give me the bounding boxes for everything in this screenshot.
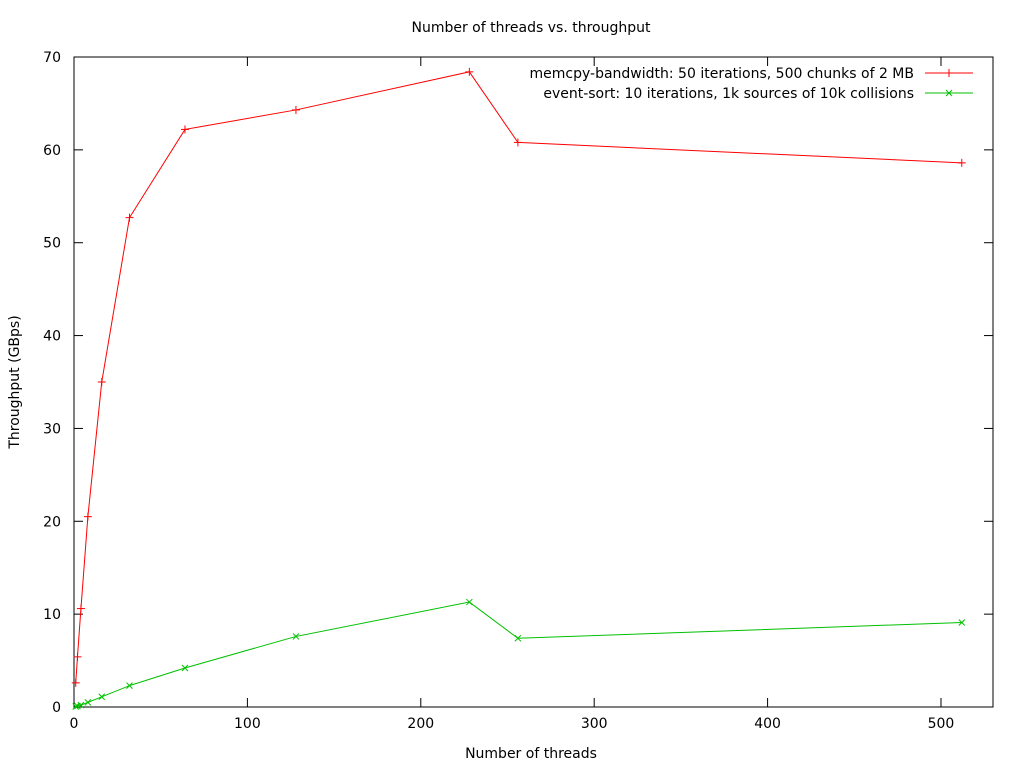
y-tick-label: 30 xyxy=(43,421,61,437)
data-point-series-2 xyxy=(84,699,92,706)
data-point-series-1 xyxy=(97,378,106,386)
legend-marker-1 xyxy=(945,69,953,77)
x-axis-label: Number of threads xyxy=(465,746,597,762)
y-tick-label: 40 xyxy=(43,329,61,345)
data-point-series-1 xyxy=(71,678,80,687)
legend-marker-2 xyxy=(945,89,953,97)
x-tick-label: 0 xyxy=(70,716,79,732)
data-point-series-2 xyxy=(181,664,189,672)
data-point-series-1 xyxy=(180,125,189,134)
y-tick-label: 20 xyxy=(43,514,61,530)
data-point-series-1 xyxy=(513,138,522,147)
plot-area: 0 100 200 300 400 500 0 10 20 30 40 50 60 70 xyxy=(43,50,994,732)
y-tick-label: 50 xyxy=(43,236,61,252)
data-point-series-1 xyxy=(73,652,82,661)
legend: memcpy-bandwidth: 50 iterations, 500 chu… xyxy=(530,66,973,102)
legend-label-1: memcpy-bandwidth: 50 iterations, 500 chu… xyxy=(530,66,914,82)
data-point-series-2 xyxy=(465,598,473,606)
y-axis-label: Throughput (GBps) xyxy=(7,315,23,449)
data-point-series-1 xyxy=(76,604,85,613)
series-line-1 xyxy=(75,71,962,683)
data-point-series-2 xyxy=(958,619,966,626)
data-point-series-1 xyxy=(465,67,474,76)
data-point-series-1 xyxy=(83,512,92,521)
x-tick-label: 300 xyxy=(581,716,608,732)
data-point-series-1 xyxy=(291,105,300,114)
series-line-2 xyxy=(75,601,962,708)
y-tick-label: 60 xyxy=(43,143,61,159)
y-tick-label: 10 xyxy=(43,607,61,623)
data-point-series-1 xyxy=(125,213,134,222)
data-point-series-2 xyxy=(98,693,106,701)
data-point-series-2 xyxy=(72,703,80,710)
data-point-series-2 xyxy=(77,701,85,709)
x-tick-label: 500 xyxy=(928,716,955,732)
plot-frame xyxy=(73,56,994,708)
x-tick-label: 100 xyxy=(234,716,261,732)
legend-label-2: event-sort: 10 iterations, 1k sources of… xyxy=(543,86,914,102)
data-point-series-2 xyxy=(514,634,522,642)
data-point-series-1 xyxy=(957,158,966,167)
chart-title: Number of threads vs. throughput xyxy=(411,20,651,36)
y-tick-label: 70 xyxy=(43,50,61,66)
x-tick-label: 200 xyxy=(407,716,434,732)
x-tick-label: 400 xyxy=(754,716,781,732)
data-point-series-2 xyxy=(126,682,133,689)
data-point-series-2 xyxy=(292,633,300,640)
y-tick-label: 0 xyxy=(52,700,61,716)
